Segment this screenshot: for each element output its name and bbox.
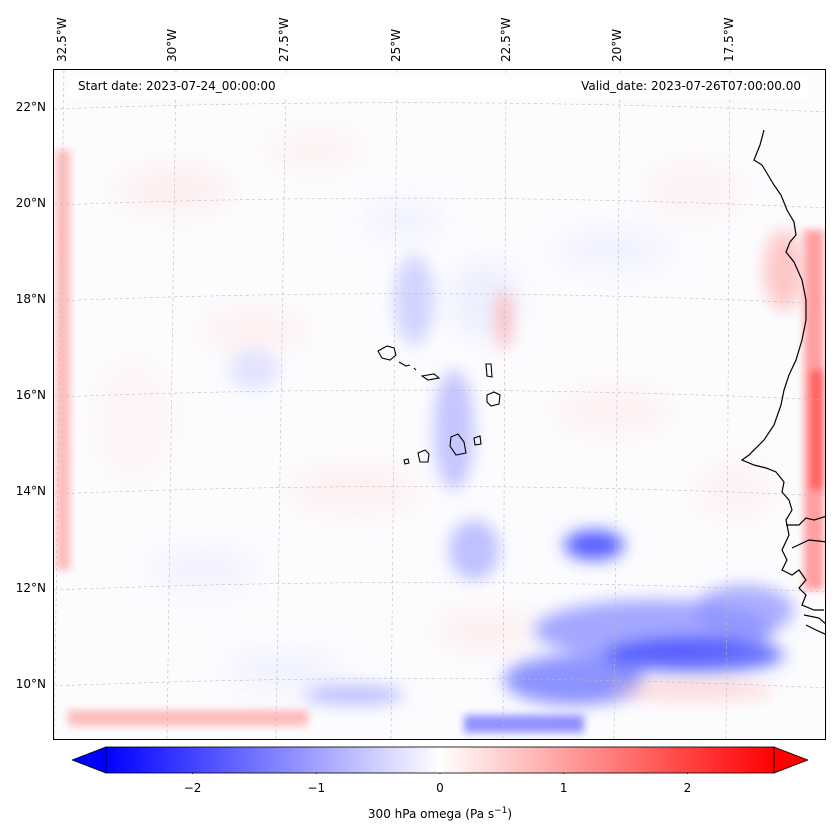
colorbar-label-text: 300 hPa omega (Pa s: [367, 807, 495, 821]
island-fogo: [417, 449, 430, 463]
longitude-label: 17.5°W: [722, 17, 736, 62]
island-santo-antao: [377, 345, 397, 361]
latitude-label: 20°N: [15, 196, 46, 210]
valid-date-label: Valid_date: 2023-07-26T07:00:00.00: [577, 78, 805, 94]
longitude-label: 25°W: [389, 28, 403, 62]
longitude-label: 32.5°W: [55, 17, 69, 62]
island-santa-luzia: [413, 367, 417, 371]
colorbar-tick-label: 0: [436, 781, 444, 795]
colorbar-high-extend: [773, 746, 808, 774]
colorbar-gradient: [105, 746, 775, 774]
colorbar-label-exponent: −1: [494, 806, 508, 816]
colorbar-label: 300 hPa omega (Pa s−1): [0, 806, 837, 821]
boundary-artifacts: [56, 150, 824, 733]
colorbar-low-extend: [72, 746, 107, 774]
island-santiago: [449, 433, 467, 456]
gridlines: [54, 70, 825, 739]
latitude-label: 22°N: [15, 100, 46, 114]
longitude-label: 22.5°W: [499, 17, 513, 62]
colorbar: [72, 746, 808, 774]
colorbar-tick-label: −2: [183, 781, 202, 795]
island-sao-nicolau: [420, 373, 441, 381]
omega-field-map: [54, 70, 825, 739]
latitude-label: 18°N: [15, 292, 46, 306]
island-boa-vista: [486, 391, 501, 407]
island-sao-vicente: [398, 361, 411, 367]
island-maio: [473, 435, 482, 446]
latitude-label: 16°N: [15, 388, 46, 402]
island-brava: [403, 458, 410, 465]
island-sal: [485, 363, 493, 378]
ascent-regions: [229, 255, 794, 705]
longitude-label: 27.5°W: [277, 17, 291, 62]
latitude-label: 12°N: [15, 581, 46, 595]
coastline: [740, 129, 825, 635]
field-background: [94, 130, 774, 688]
longitude-label: 30°W: [165, 28, 179, 62]
colorbar-label-close: ): [507, 807, 513, 821]
start-date-label: Start date: 2023-07-24_00:00:00: [74, 78, 280, 94]
colorbar-tick-label: 2: [683, 781, 692, 795]
islands: [377, 345, 501, 465]
latitude-label: 14°N: [15, 484, 46, 498]
colorbar-tick-label: 1: [559, 781, 568, 795]
longitude-label: 20°W: [610, 28, 624, 62]
map-panel: Start date: 2023-07-24_00:00:00 Valid_da…: [53, 69, 826, 740]
descent-regions: [498, 230, 804, 700]
latitude-label: 10°N: [15, 677, 46, 691]
colorbar-tick-label: −1: [307, 781, 326, 795]
